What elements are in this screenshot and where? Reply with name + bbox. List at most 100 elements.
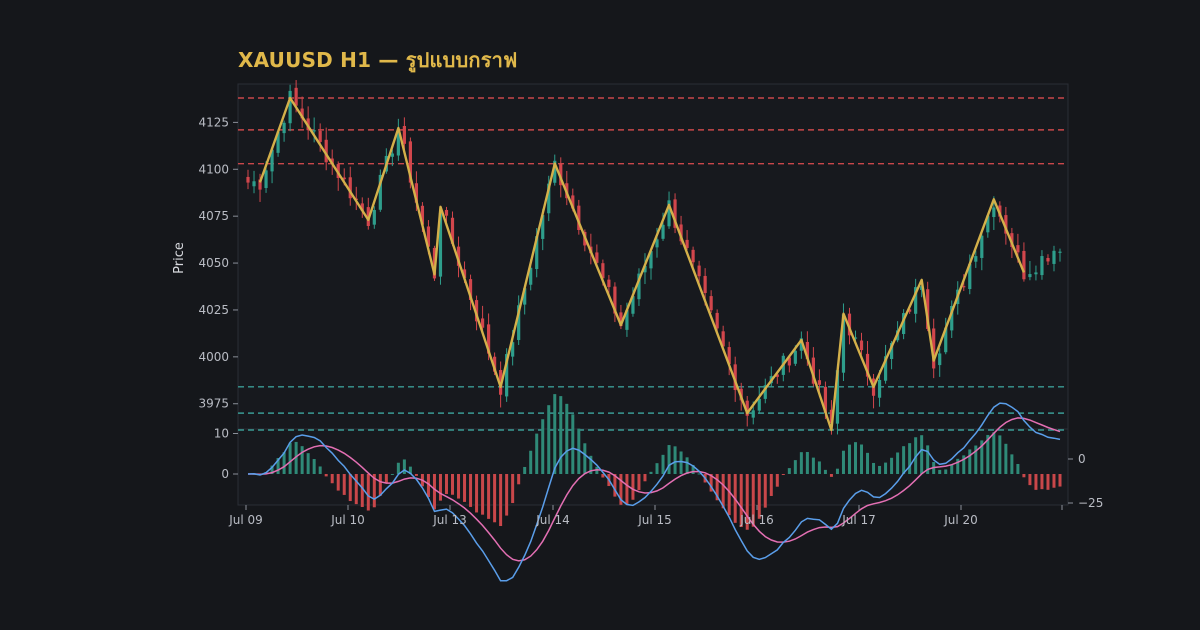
macd-y-tick-label: 0	[221, 467, 229, 481]
chart-title: XAUUSD H1 — รูปแบบกราฟ	[238, 48, 518, 72]
macd-histogram-bar	[980, 440, 984, 474]
candle-body	[1022, 250, 1026, 280]
macd-histogram-bar	[426, 474, 430, 498]
candle-body	[577, 205, 581, 230]
candle-body	[938, 353, 942, 366]
macd-histogram-bar	[571, 414, 575, 474]
macd-histogram-bar	[835, 468, 839, 474]
macd-histogram-bar	[517, 474, 521, 485]
macd-histogram-bar	[914, 437, 918, 474]
candle-body	[300, 108, 304, 119]
macd-histogram-bar	[775, 474, 779, 487]
macd-histogram-bar	[896, 452, 900, 474]
macd-histogram-bar	[384, 474, 388, 484]
x-tick-label: Jul 20	[943, 513, 978, 527]
macd-histogram-bar	[547, 405, 551, 474]
candle-body	[486, 324, 491, 354]
macd-histogram-bar	[1016, 463, 1020, 474]
macd-histogram-bar	[318, 466, 322, 474]
macd-histogram-bar	[787, 468, 791, 474]
macd-histogram-bar	[763, 474, 767, 508]
zigzag-line	[258, 96, 1026, 432]
macd-histogram-bar	[457, 474, 461, 499]
x-tick-label: Jul 17	[841, 513, 876, 527]
candle-body	[1046, 257, 1050, 262]
macd-histogram-bar	[872, 462, 876, 474]
candle-body	[775, 374, 779, 377]
macd-histogram-bar	[493, 474, 497, 523]
candle-body	[348, 177, 352, 199]
candle-body	[276, 131, 280, 153]
candle-body	[324, 139, 328, 163]
macd-histogram-bar	[270, 465, 274, 474]
macd-histogram-bar	[360, 474, 364, 507]
candle-body	[649, 251, 653, 269]
macd-y-tick-label: 10	[214, 427, 229, 441]
macd-histogram-bar	[920, 435, 924, 474]
macd-histogram-bar	[962, 455, 966, 474]
macd-histogram-bar	[619, 474, 623, 505]
macd-histogram-bar	[378, 474, 382, 496]
candle-body	[468, 279, 473, 301]
macd-right-tick-label: 0	[1078, 452, 1086, 466]
candle-body	[511, 342, 515, 357]
candle-body	[601, 263, 605, 279]
candle-body	[402, 125, 406, 144]
macd-histogram-bar	[499, 474, 503, 527]
macd-histogram-bar	[799, 452, 803, 474]
macd-histogram-bar	[751, 474, 755, 527]
candle-body	[258, 179, 262, 190]
macd-histogram-bar	[673, 446, 677, 474]
macd-histogram-bar	[805, 451, 809, 474]
candle-body	[685, 239, 689, 248]
candle-body	[1004, 215, 1008, 234]
macd-histogram-bar	[583, 443, 587, 474]
macd-histogram-bar	[793, 460, 797, 474]
macd-histogram-bar	[475, 474, 479, 513]
macd-histogram-bar	[330, 474, 334, 484]
macd-histogram-bar	[890, 457, 894, 474]
candle-body	[914, 287, 918, 314]
candle-body	[751, 410, 755, 418]
macd-histogram-bar	[312, 459, 316, 474]
macd-histogram-bar	[577, 428, 581, 474]
candle-body	[414, 183, 419, 203]
macd-histogram-bar	[866, 452, 870, 474]
macd-histogram-bar	[553, 394, 557, 474]
candle-body	[426, 226, 431, 247]
macd-histogram-bar	[860, 444, 864, 474]
candle-body	[721, 331, 725, 347]
candle-body	[517, 305, 521, 340]
candle-body	[631, 296, 635, 314]
candle-body	[859, 340, 864, 351]
macd-histogram-bar	[342, 474, 346, 495]
macd-histogram-bar	[1004, 443, 1008, 474]
y-tick-label: 4125	[198, 115, 229, 129]
macd-histogram-bar	[823, 469, 827, 474]
macd-histogram-bar	[968, 449, 972, 474]
macd-right-tick-label: −25	[1078, 496, 1103, 510]
macd-histogram-bar	[697, 473, 701, 475]
candle-body	[607, 279, 611, 288]
macd-histogram-bar	[902, 446, 906, 474]
macd-histogram-bar	[781, 474, 785, 475]
macd-histogram-bar	[685, 457, 689, 474]
candle-body	[986, 215, 990, 233]
candle-body	[535, 236, 539, 270]
macd-histogram-bar	[396, 462, 400, 474]
candle-body	[817, 380, 822, 385]
macd-histogram-bar	[348, 474, 352, 502]
candle-body	[673, 199, 677, 228]
candle-body	[264, 170, 268, 188]
macd-histogram-bar	[565, 403, 569, 474]
candle-body	[523, 288, 527, 305]
y-tick-label: 4000	[198, 350, 229, 364]
macd-histogram-bar	[1058, 474, 1062, 487]
candle-body	[613, 286, 617, 314]
candle-body	[727, 347, 731, 365]
macd-histogram-bar	[276, 458, 280, 474]
macd-histogram-bar	[354, 474, 358, 505]
candle-body	[559, 163, 563, 186]
candle-body	[330, 158, 334, 164]
x-tick-label: Jul 13	[432, 513, 467, 527]
